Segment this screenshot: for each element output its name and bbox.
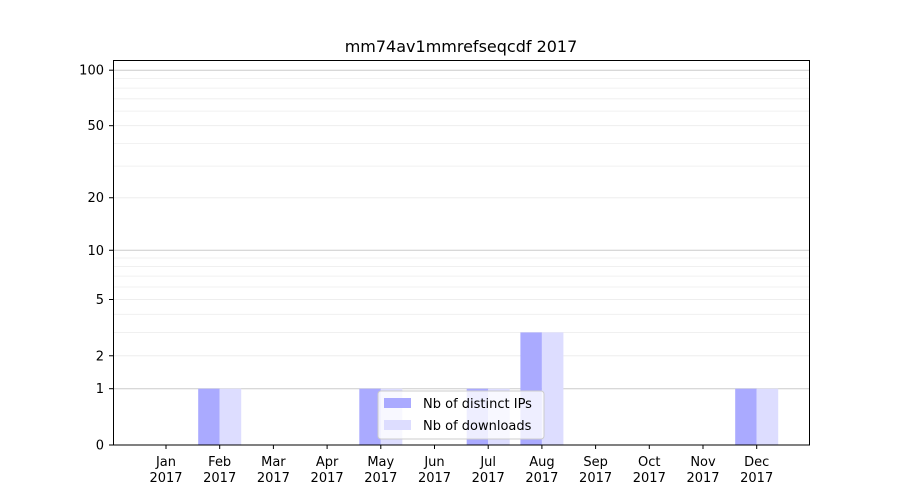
x-tick-label-month: Dec (744, 455, 769, 470)
y-tick-label: 2 (96, 349, 104, 364)
x-tick-label-year: 2017 (472, 471, 505, 486)
x-tick-label-year: 2017 (418, 471, 451, 486)
x-tick-label-year: 2017 (203, 471, 236, 486)
legend-box (377, 390, 545, 440)
chart-title: mm74av1mmrefseqcdf 2017 (345, 37, 578, 56)
x-tick-label-year: 2017 (257, 471, 290, 486)
bar-downloads (756, 388, 779, 445)
bar-downloads (541, 332, 564, 445)
legend-swatch-ips (384, 398, 411, 408)
x-tick-label-month: Sep (583, 455, 608, 470)
x-tick-label-month: May (367, 455, 394, 470)
bar-downloads (219, 388, 242, 445)
bar-ips (198, 388, 220, 445)
x-tick-label-month: Jul (479, 455, 496, 470)
y-tick-label: 1 (96, 382, 104, 397)
plot-frame (113, 60, 810, 446)
y-tick-label: 100 (79, 64, 104, 79)
x-tick-label-year: 2017 (686, 471, 719, 486)
x-tick-label-year: 2017 (311, 471, 344, 486)
x-tick-label-month: Oct (638, 455, 660, 470)
x-tick-label-month: Nov (690, 455, 716, 470)
x-axis: Jan2017Feb2017Mar2017Apr2017May2017Jun20… (149, 445, 773, 486)
y-tick-label: 5 (96, 293, 104, 308)
x-tick-label-month: Jan (155, 455, 176, 470)
x-tick-label-month: Jun (423, 455, 444, 470)
x-tick-label-year: 2017 (740, 471, 773, 486)
y-tick-label: 50 (87, 119, 104, 134)
x-tick-label-month: Mar (261, 455, 286, 470)
legend-swatch-downloads (384, 420, 411, 430)
x-tick-label-month: Apr (316, 455, 339, 470)
y-axis: 0 1 2 5 10 20 50 100 (79, 64, 113, 454)
x-tick-label-year: 2017 (149, 471, 182, 486)
bar-ips (359, 388, 381, 445)
legend: Nb of distinct IPs Nb of downloads (377, 390, 545, 440)
x-tick-label-month: Aug (529, 455, 554, 470)
x-tick-label-year: 2017 (579, 471, 612, 486)
x-tick-label-year: 2017 (633, 471, 666, 486)
legend-label-downloads: Nb of downloads (423, 419, 532, 434)
y-tick-label: 20 (87, 191, 104, 206)
x-tick-label-year: 2017 (525, 471, 558, 486)
grid (114, 69, 809, 390)
x-tick-label-year: 2017 (364, 471, 397, 486)
x-tick-label-month: Feb (208, 455, 231, 470)
legend-label-ips: Nb of distinct IPs (423, 397, 532, 412)
y-tick-label: 0 (96, 439, 104, 454)
bar-ips (735, 388, 757, 445)
y-tick-label: 10 (87, 244, 104, 259)
